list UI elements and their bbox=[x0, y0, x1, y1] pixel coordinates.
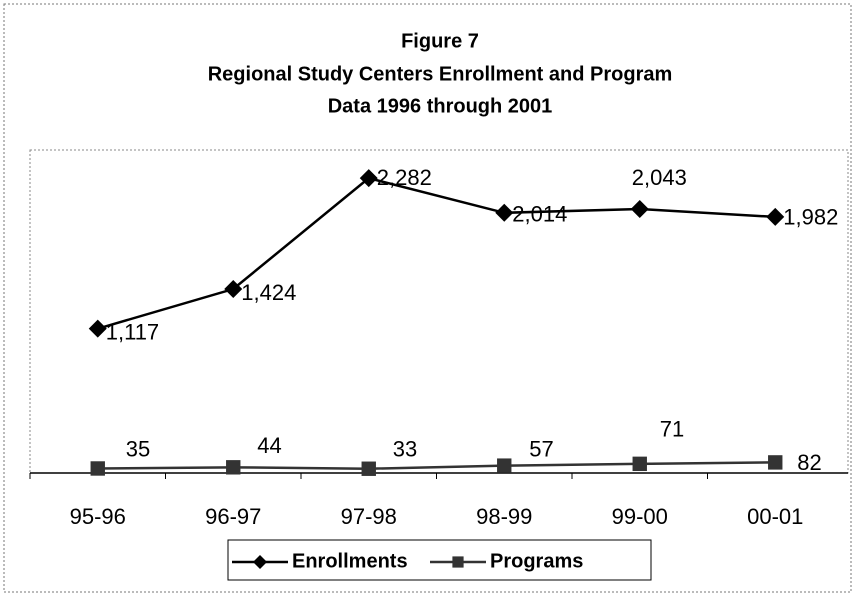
data-label: 2,282 bbox=[377, 165, 432, 190]
x-tick-label: 00-01 bbox=[747, 504, 803, 529]
legend-label: Programs bbox=[490, 550, 583, 572]
data-label: 1,117 bbox=[106, 319, 159, 344]
marker bbox=[632, 456, 647, 472]
data-label: 2,043 bbox=[632, 165, 687, 190]
x-tick-label: 99-00 bbox=[612, 504, 668, 529]
marker bbox=[495, 203, 514, 222]
data-label: 2,014 bbox=[512, 202, 567, 227]
data-label: 1,982 bbox=[783, 205, 838, 230]
data-label: 1,424 bbox=[241, 280, 296, 305]
x-tick-label: 97-98 bbox=[341, 504, 397, 529]
marker bbox=[253, 555, 267, 569]
series-line bbox=[97, 461, 776, 470]
series-line bbox=[97, 176, 776, 330]
marker bbox=[768, 455, 783, 470]
chart-border bbox=[3, 3, 852, 593]
marker bbox=[224, 280, 243, 299]
chart-title: Regional Study Centers Enrollment and Pr… bbox=[208, 63, 673, 85]
marker bbox=[88, 319, 107, 338]
legend bbox=[227, 539, 652, 581]
data-label: 33 bbox=[393, 437, 417, 462]
x-tick-label: 98-99 bbox=[476, 504, 532, 529]
marker bbox=[497, 458, 512, 473]
chart-title: Data 1996 through 2001 bbox=[328, 95, 553, 117]
marker bbox=[766, 207, 785, 226]
legend-label: Enrollments bbox=[292, 550, 408, 572]
x-tick-label: 95-96 bbox=[70, 504, 126, 529]
data-label: 44 bbox=[257, 433, 281, 458]
marker bbox=[630, 200, 649, 219]
x-tick-label: 96-97 bbox=[205, 504, 261, 529]
data-label: 82 bbox=[797, 450, 821, 475]
marker bbox=[361, 461, 376, 476]
marker bbox=[90, 461, 105, 476]
marker bbox=[359, 169, 378, 188]
chart-title: Figure 7 bbox=[401, 30, 479, 52]
data-label: 71 bbox=[660, 417, 684, 442]
marker bbox=[452, 556, 464, 568]
data-label: 35 bbox=[126, 436, 150, 461]
marker bbox=[226, 460, 241, 475]
data-label: 57 bbox=[529, 436, 553, 461]
